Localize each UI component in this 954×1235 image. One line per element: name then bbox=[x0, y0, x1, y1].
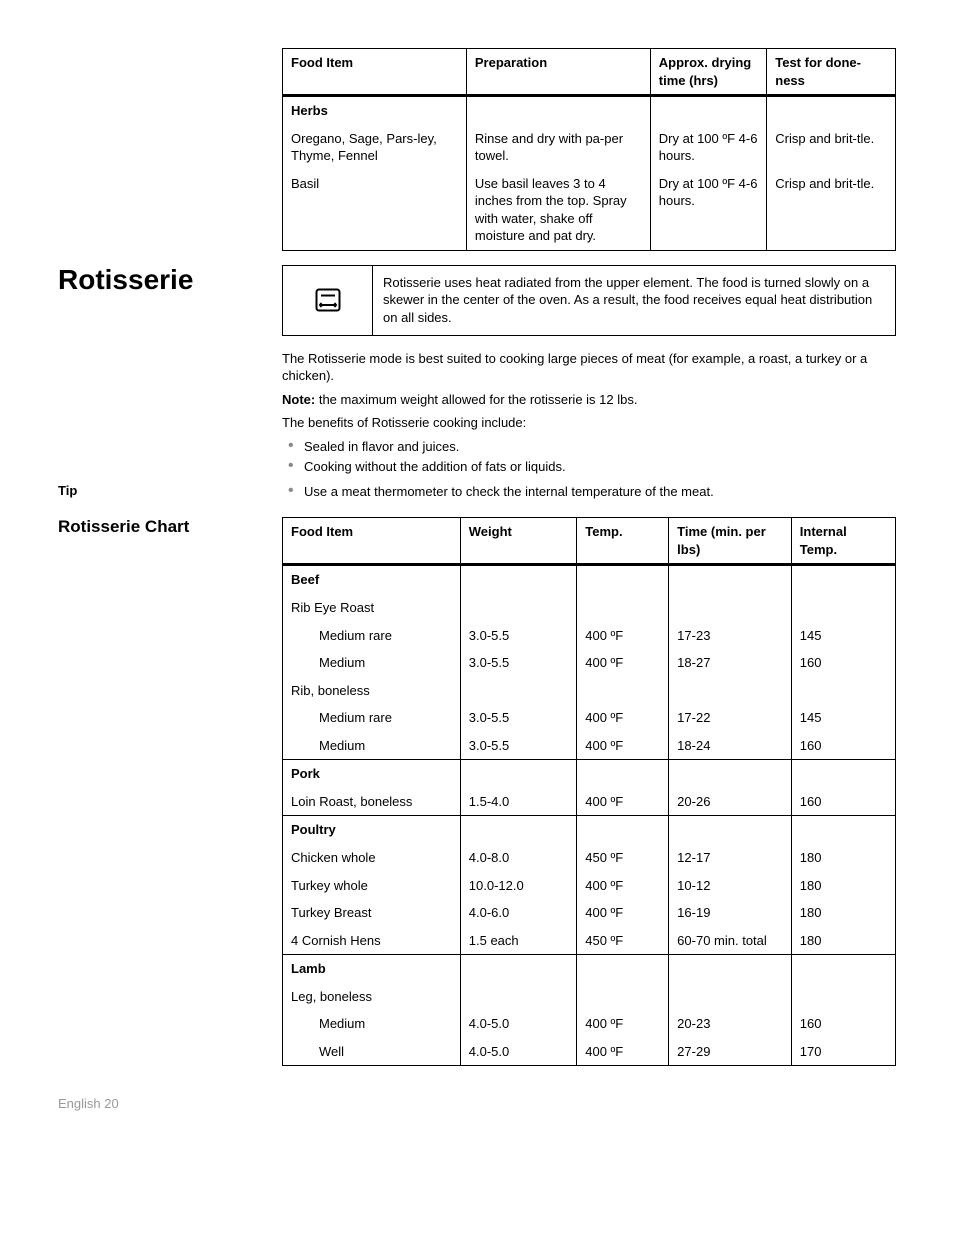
table-row: Oregano, Sage, Pars-ley, Thyme, FennelRi… bbox=[283, 125, 896, 170]
list-item: Sealed in flavor and juices. bbox=[304, 438, 896, 456]
drying-header: Preparation bbox=[466, 49, 650, 96]
table-row: Loin Roast, boneless1.5-4.0400 ºF20-2616… bbox=[283, 788, 896, 816]
rotisserie-para-2: The benefits of Rotisserie cooking inclu… bbox=[282, 414, 896, 432]
rotisserie-para-1: The Rotisserie mode is best suited to co… bbox=[282, 350, 896, 385]
rotisserie-chart-heading: Rotisserie Chart bbox=[58, 517, 270, 537]
list-item: Cooking without the addition of fats or … bbox=[304, 458, 896, 476]
table-row: Turkey Breast4.0-6.0400 ºF16-19180 bbox=[283, 899, 896, 927]
drying-table: Food ItemPreparationApprox. drying time … bbox=[282, 48, 896, 251]
table-row: Beef bbox=[283, 565, 896, 594]
table-row: Pork bbox=[283, 760, 896, 788]
tip-label: Tip bbox=[58, 483, 77, 498]
rotisserie-note-box: Rotisserie uses heat radiated from the u… bbox=[282, 265, 896, 336]
rotisserie-header: Weight bbox=[460, 518, 576, 565]
table-row: Rib Eye Roast bbox=[283, 594, 896, 622]
rotisserie-header: Internal Temp. bbox=[791, 518, 895, 565]
rotisserie-heading: Rotisserie bbox=[58, 265, 270, 296]
table-row: Chicken whole4.0-8.0450 ºF12-17180 bbox=[283, 844, 896, 872]
tip-bullet: Use a meat thermometer to check the inte… bbox=[304, 483, 896, 501]
page-footer: English 20 bbox=[58, 1096, 896, 1111]
rotisserie-weight-note: Note: the maximum weight allowed for the… bbox=[282, 391, 896, 409]
rotisserie-header: Time (min. per lbs) bbox=[669, 518, 792, 565]
rotisserie-table: Food ItemWeightTemp.Time (min. per lbs)I… bbox=[282, 517, 896, 1066]
rotisserie-header: Temp. bbox=[577, 518, 669, 565]
drying-header: Approx. drying time (hrs) bbox=[650, 49, 766, 96]
rotisserie-benefits-list: Sealed in flavor and juices. Cooking with… bbox=[282, 438, 896, 476]
table-row: Well4.0-5.0400 ºF27-29170 bbox=[283, 1038, 896, 1066]
table-row: 4 Cornish Hens1.5 each450 ºF60-70 min. t… bbox=[283, 927, 896, 955]
rotisserie-note-text: Rotisserie uses heat radiated from the u… bbox=[373, 266, 895, 335]
table-row: Herbs bbox=[283, 96, 896, 125]
table-row: Poultry bbox=[283, 816, 896, 844]
table-row: Medium rare3.0-5.5400 ºF17-23145 bbox=[283, 622, 896, 650]
table-row: Medium3.0-5.5400 ºF18-27160 bbox=[283, 649, 896, 677]
table-row: Medium4.0-5.0400 ºF20-23160 bbox=[283, 1010, 896, 1038]
rotisserie-icon bbox=[283, 266, 373, 335]
table-row: Medium rare3.0-5.5400 ºF17-22145 bbox=[283, 704, 896, 732]
drying-header: Food Item bbox=[283, 49, 467, 96]
table-row: Lamb bbox=[283, 955, 896, 983]
tip-list: Use a meat thermometer to check the inte… bbox=[282, 483, 896, 501]
table-row: Leg, boneless bbox=[283, 983, 896, 1011]
table-row: BasilUse basil leaves 3 to 4 inches from… bbox=[283, 170, 896, 251]
table-row: Turkey whole10.0-12.0400 ºF10-12180 bbox=[283, 872, 896, 900]
table-row: Medium3.0-5.5400 ºF18-24160 bbox=[283, 732, 896, 760]
drying-header: Test for done-ness bbox=[767, 49, 896, 96]
rotisserie-header: Food Item bbox=[283, 518, 461, 565]
table-row: Rib, boneless bbox=[283, 677, 896, 705]
